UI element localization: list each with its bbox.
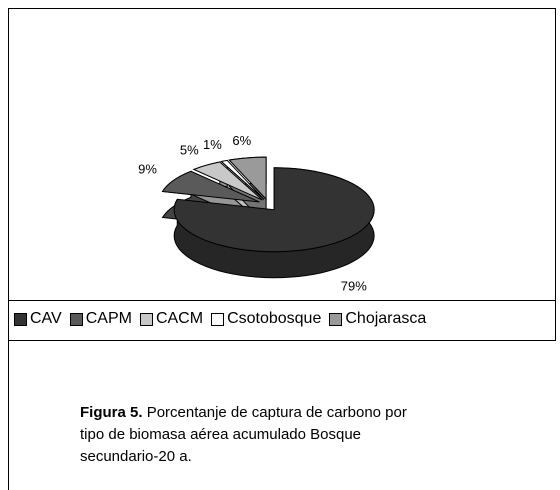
caption-label: Figura 5. <box>80 404 143 421</box>
legend-label: Csotobosque <box>227 310 322 327</box>
legend-item: CAV <box>14 310 62 328</box>
slice <box>220 159 265 200</box>
legend-item: Csotobosque <box>211 310 321 328</box>
legend-label: CACM <box>155 310 204 327</box>
legend-label: CAV <box>30 310 62 327</box>
slice <box>228 156 267 201</box>
legend-item: CACM <box>139 310 204 328</box>
slice <box>161 170 260 203</box>
caption: Figura 5. Porcentanje de captura de carb… <box>80 402 410 468</box>
data-label: 9% <box>138 162 157 177</box>
legend-swatch <box>211 312 225 326</box>
legend-swatch <box>139 312 153 326</box>
caption-text: Porcentanje de captura de carbono por ti… <box>80 404 407 465</box>
legend-swatch <box>329 312 343 326</box>
legend-swatch <box>14 312 27 326</box>
data-label: 79% <box>341 278 367 293</box>
legend-label: CAPM <box>85 310 132 327</box>
data-label: 6% <box>232 133 251 148</box>
data-label: 1% <box>203 137 222 152</box>
legend-swatch <box>69 312 83 326</box>
legend-label: Chojarasca <box>345 310 427 327</box>
data-label: 5% <box>180 142 199 157</box>
legend-item: CAPM <box>69 310 132 328</box>
slice <box>173 167 375 253</box>
legend: CAV CAPM CACM Csotobosque Chojarasca <box>14 310 426 328</box>
slice <box>192 161 263 201</box>
chart-border <box>8 8 556 341</box>
legend-item: Chojarasca <box>329 310 426 328</box>
